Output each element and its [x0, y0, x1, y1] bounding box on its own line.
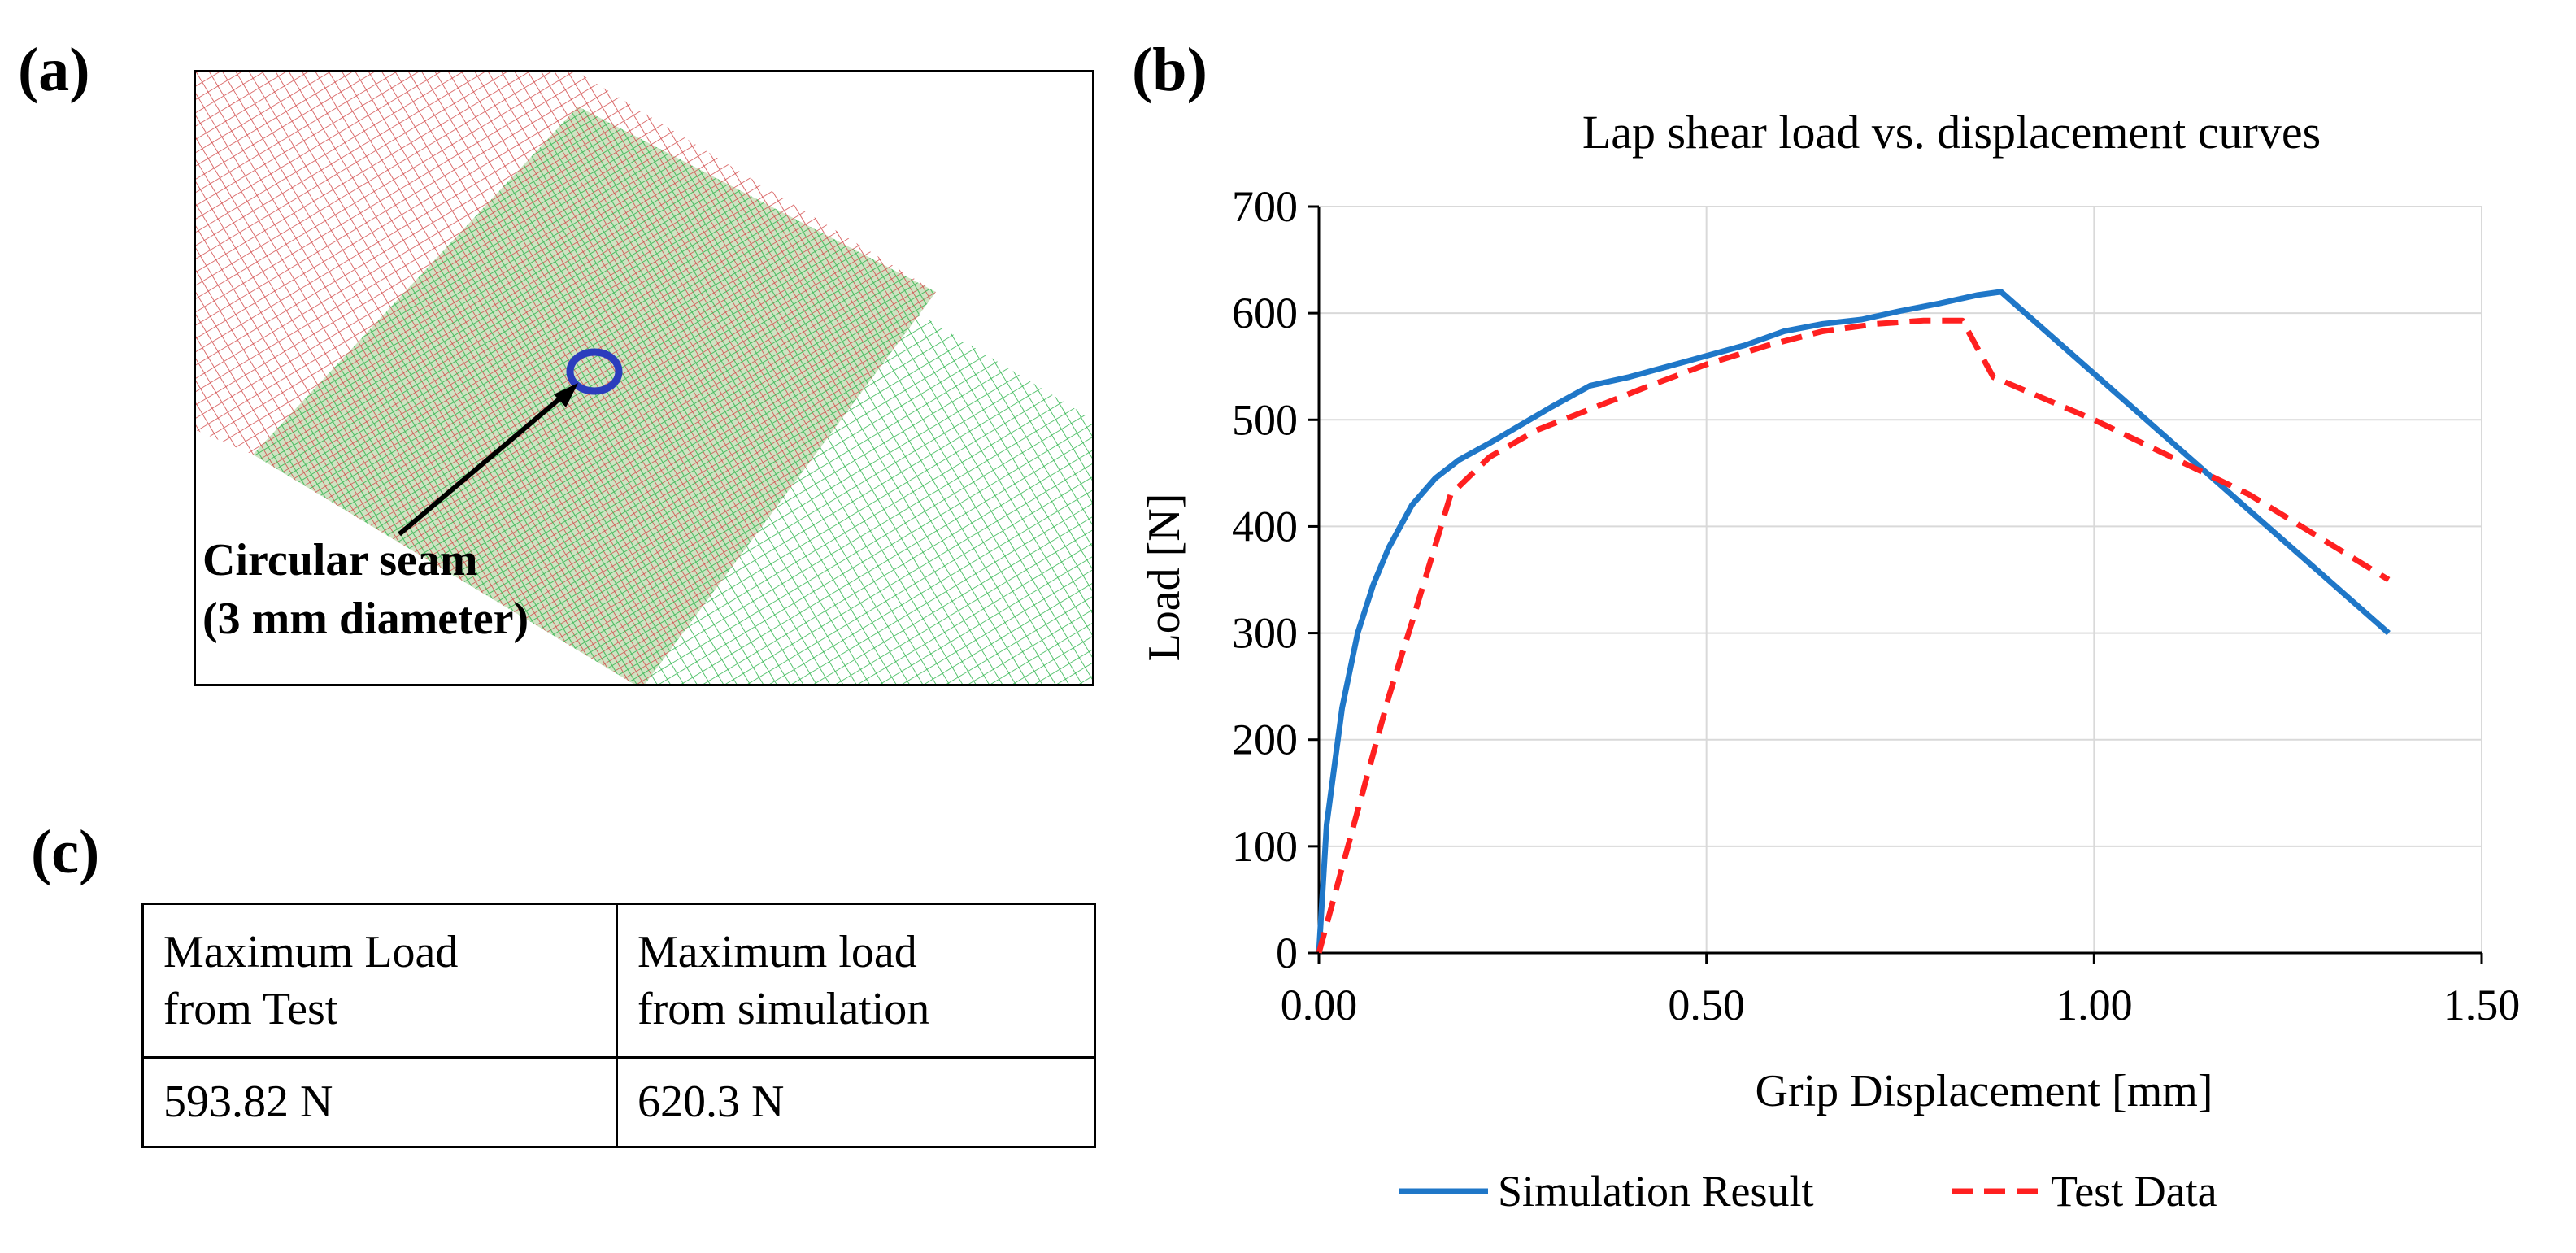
table-header-cell-test: Maximum Load from Test — [141, 903, 618, 1059]
table-header-row: Maximum Load from Test Maximum load from… — [141, 903, 1096, 1059]
series-line-simulation — [1316, 289, 2391, 954]
axes-layer — [1317, 207, 2482, 955]
panel-c-label: (c) — [31, 818, 100, 886]
series-line-test — [1316, 317, 2391, 954]
x-tick-label: 0.50 — [1668, 981, 1745, 1029]
y-tick-label: 200 — [1232, 716, 1298, 764]
y-tick-label: 100 — [1232, 822, 1298, 871]
y-tick-label: 500 — [1232, 395, 1298, 444]
header-test-line1: Maximum Load — [163, 926, 459, 977]
y-tick-label: 0 — [1276, 929, 1298, 977]
seam-annotation-line1: Circular seam — [202, 535, 478, 585]
header-test-line2: from Test — [163, 983, 338, 1034]
mesh-illustration: Circular seam (3 mm diameter) — [196, 72, 1092, 684]
max-load-table: Maximum Load from Test Maximum load from… — [141, 903, 1096, 1149]
circular-seam-marker — [566, 348, 623, 395]
legend-label-simulation: Simulation Result — [1498, 1167, 1814, 1216]
seam-annotation-line2: (3 mm diameter) — [202, 594, 529, 644]
panel-a-label: (a) — [18, 36, 90, 104]
table-value-test: 593.82 N — [141, 1055, 618, 1149]
legend-label-test: Test Data — [2051, 1167, 2217, 1216]
header-sim-line1: Maximum load — [637, 926, 917, 977]
chart-title: Lap shear load vs. displacement curves — [1582, 106, 2321, 159]
load-displacement-chart: Lap shear load vs. displacement curves 0… — [1139, 106, 2520, 1216]
x-axis-label: Grip Displacement [mm] — [1756, 1066, 2213, 1116]
x-tick-label: 1.00 — [2056, 981, 2133, 1029]
series-layer — [1316, 289, 2391, 954]
x-tick-label: 1.50 — [2443, 981, 2521, 1029]
legend: Simulation Result Test Data — [1399, 1167, 2217, 1216]
grid-layer — [1319, 206, 2482, 953]
y-tick-label: 400 — [1232, 502, 1298, 550]
table-value-row: 593.82 N 620.3 N — [141, 1055, 1096, 1149]
seam-arrow-head — [554, 383, 578, 407]
y-axis-label: Load [N] — [1139, 494, 1190, 662]
y-tick-label: 300 — [1232, 609, 1298, 658]
ticks-layer: 0 100 200 300 400 500 600 700 0.00 0.50 1.00 1.50 — [1232, 182, 2520, 1029]
table-value-simulation: 620.3 N — [616, 1055, 1096, 1149]
overlap-region-mesh — [253, 107, 936, 684]
x-tick-label: 0.00 — [1281, 981, 1358, 1029]
y-tick-label: 700 — [1232, 182, 1298, 231]
seam-arrow-line — [398, 390, 568, 537]
panel-b-label: (b) — [1132, 36, 1208, 104]
mesh-illustration-panel: Circular seam (3 mm diameter) — [194, 70, 1094, 686]
table-header-cell-simulation: Maximum load from simulation — [616, 903, 1096, 1059]
header-sim-line2: from simulation — [637, 983, 930, 1034]
y-tick-label: 600 — [1232, 289, 1298, 337]
